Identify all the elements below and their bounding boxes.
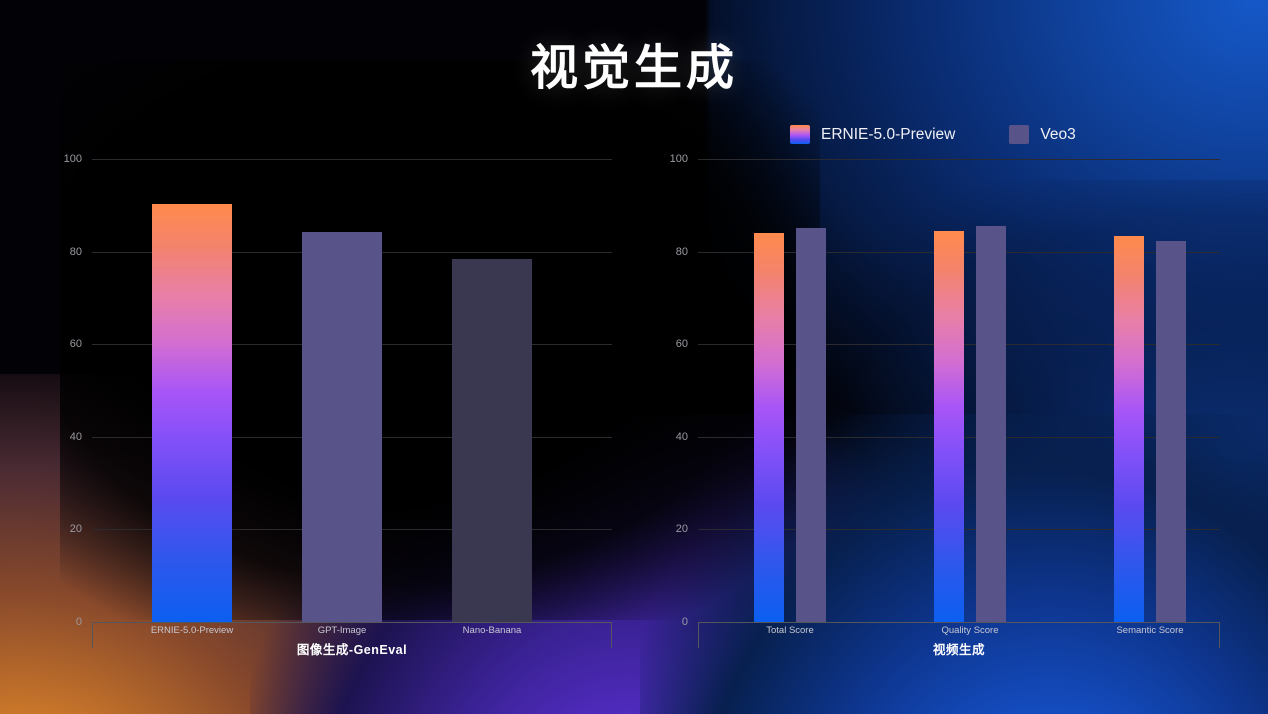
ytick-left-80: 80	[69, 245, 82, 258]
plot-area-right: 100 80 60 40 20 0	[670, 153, 1220, 628]
chart-video-generation: 100 80 60 40 20 0 Total Score Quality Sc…	[642, 150, 1234, 657]
ytick-left-20: 20	[69, 523, 82, 536]
xlabel-nano-banana: Nano-Banana	[462, 625, 522, 636]
legend-label-veo3: Veo3	[1040, 125, 1076, 143]
bar-ernie-quality-score[interactable]	[934, 231, 964, 622]
chart-image-generation: 100 80 60 40 20 0 ERNIE-5.0-Preview GPT-…	[36, 150, 626, 657]
x-labels-right: Total Score Quality Score Semantic Score	[698, 625, 1220, 645]
bar-gpt-image-geneval[interactable]	[302, 232, 382, 622]
xlabel-ernie: ERNIE-5.0-Preview	[150, 625, 234, 636]
legend-swatch-veo3-icon	[1009, 125, 1030, 144]
axis-title-left: 图像生成-GenEval	[296, 643, 408, 657]
ytick-right-20: 20	[675, 523, 688, 536]
x-axis-right	[698, 622, 1220, 623]
legend-item-ernie[interactable]: ERNIE-5.0-Preview	[790, 125, 955, 144]
xlabel-quality-score: Quality Score	[941, 625, 999, 636]
legend-swatch-ernie-icon	[790, 125, 810, 144]
ytick-right-60: 60	[675, 338, 688, 351]
x-axis-left-endcap-start	[92, 622, 93, 648]
gridline-100	[92, 159, 612, 160]
x-labels-left: ERNIE-5.0-Preview GPT-Image Nano-Banana	[92, 625, 612, 645]
ytick-right-100: 100	[669, 153, 688, 165]
legend-item-veo3[interactable]: Veo3	[1009, 125, 1076, 144]
x-axis-left	[92, 622, 612, 623]
bar-ernie-geneval[interactable]	[152, 203, 232, 622]
page-title: 视觉生成	[529, 42, 738, 95]
bar-veo3-quality-score[interactable]	[976, 226, 1006, 622]
ytick-left-100: 100	[63, 153, 82, 165]
bar-veo3-total-score[interactable]	[796, 228, 826, 622]
bars-layer-left	[92, 159, 612, 622]
bar-nano-banana-geneval[interactable]	[452, 259, 532, 622]
ytick-right-80: 80	[675, 245, 688, 258]
chart-legend: ERNIE-5.0-Preview Veo3	[790, 125, 1076, 144]
x-axis-right-endcap-end	[1219, 622, 1220, 648]
bar-veo3-semantic-score[interactable]	[1156, 240, 1186, 622]
ytick-right-0: 0	[681, 616, 688, 628]
x-axis-right-endcap-start	[698, 622, 699, 648]
xlabel-gpt-image: GPT-Image	[317, 625, 367, 636]
legend-label-ernie: ERNIE-5.0-Preview	[821, 125, 956, 143]
xlabel-semantic-score: Semantic Score	[1116, 625, 1184, 636]
gridline-100	[698, 159, 1220, 160]
plot-area-left: 100 80 60 40 20 0	[64, 153, 612, 628]
bar-ernie-total-score[interactable]	[754, 233, 784, 622]
axis-title-right: 视频生成	[932, 643, 985, 657]
bars-layer-right	[698, 159, 1220, 622]
xlabel-total-score: Total Score	[766, 625, 814, 636]
ytick-left-60: 60	[69, 338, 82, 351]
ytick-right-40: 40	[675, 430, 688, 443]
ytick-left-40: 40	[69, 430, 82, 443]
ytick-left-0: 0	[75, 616, 82, 628]
x-axis-left-endcap-end	[611, 622, 612, 648]
bar-ernie-semantic-score[interactable]	[1114, 235, 1144, 622]
